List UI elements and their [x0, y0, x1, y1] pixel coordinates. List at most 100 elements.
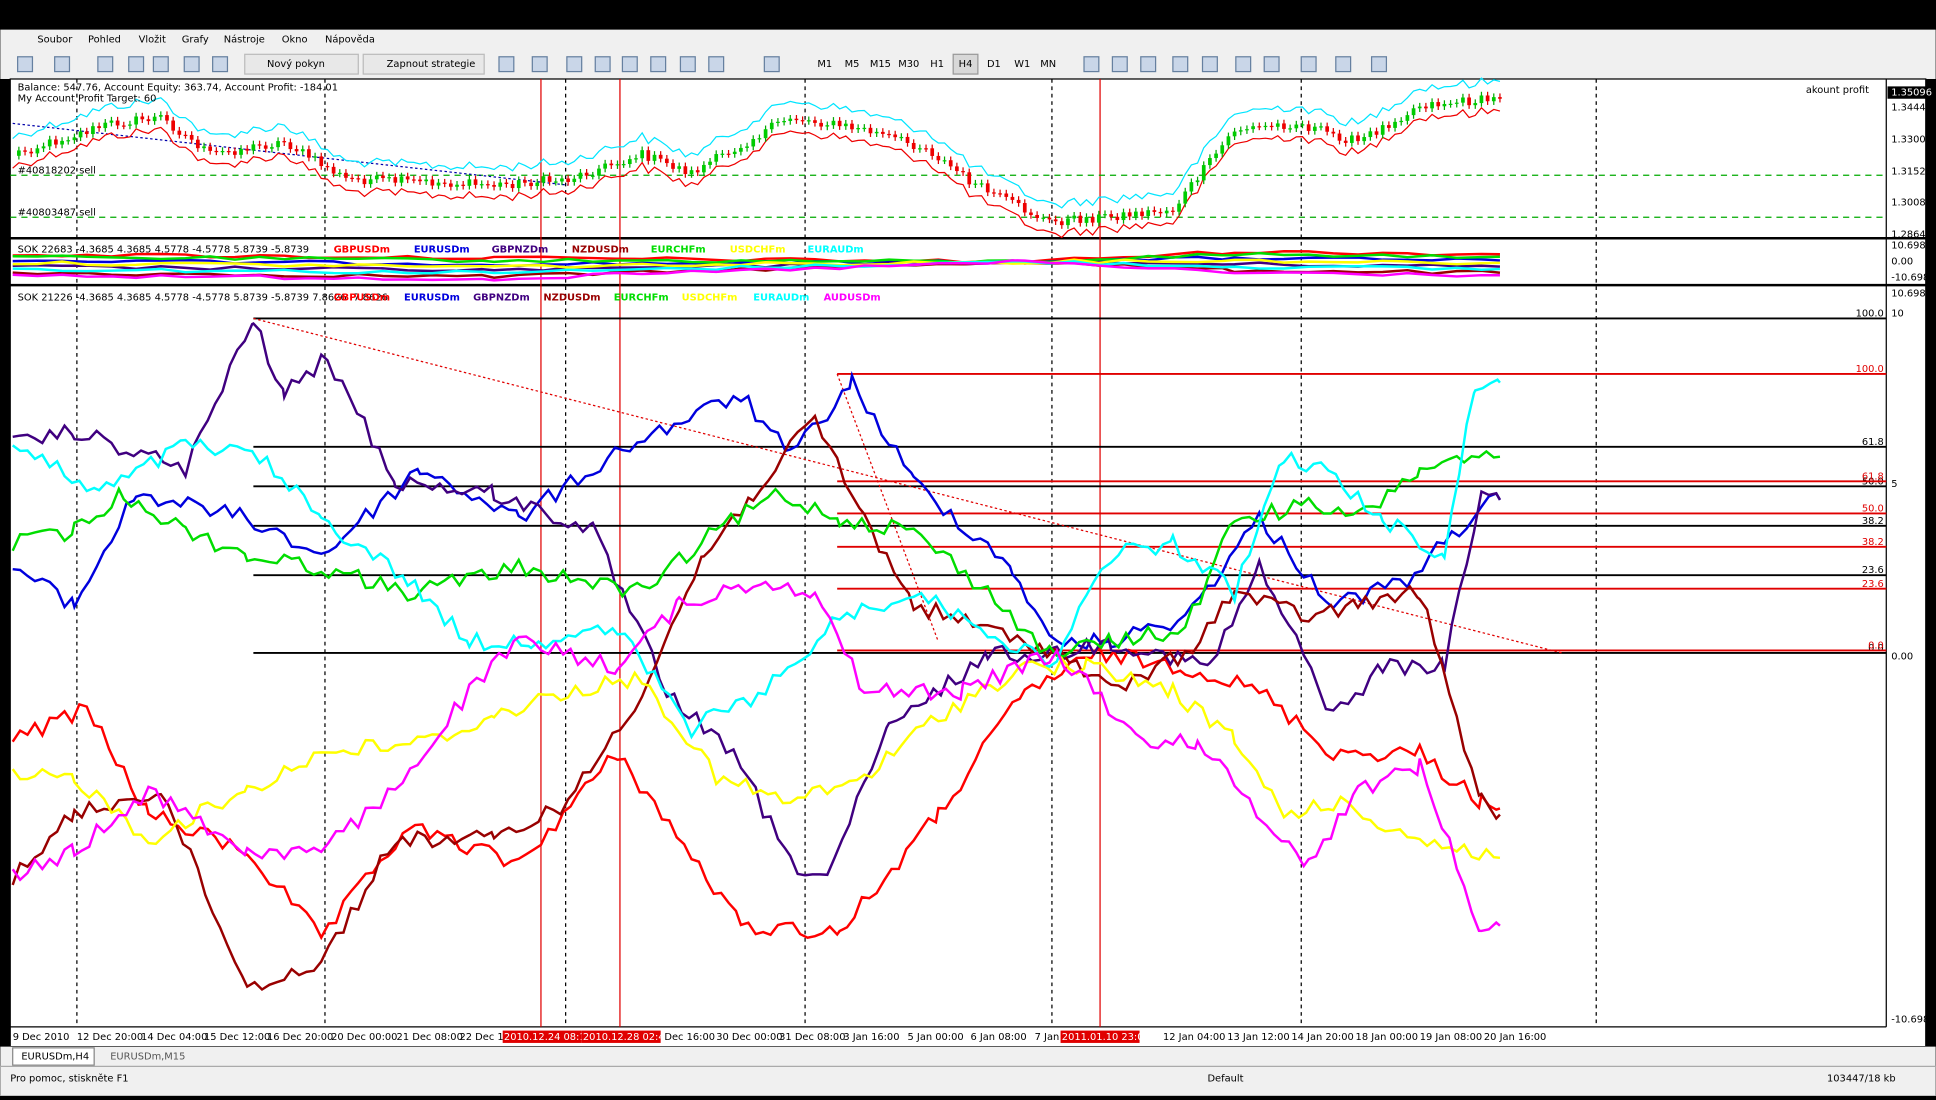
candle	[979, 183, 984, 185]
fib-label: 100.0	[1856, 364, 1884, 375]
toolbar-icon[interactable]	[152, 56, 169, 73]
candle	[1473, 103, 1478, 106]
candle	[325, 166, 330, 168]
toolbar-icon[interactable]	[1235, 56, 1252, 73]
candle	[226, 151, 231, 153]
toolbar-icon[interactable]	[1111, 56, 1128, 73]
time-label: 20 Dec 00:00	[331, 1032, 397, 1043]
toolbar-icon[interactable]	[97, 56, 114, 73]
menu-item[interactable]: Soubor	[37, 34, 73, 45]
toolbar-icon[interactable]	[54, 56, 71, 73]
toolbar-icon[interactable]	[531, 56, 548, 73]
menu-item[interactable]: Nápověda	[325, 33, 375, 45]
time-label: 9 Dec 2010	[13, 1032, 70, 1043]
button[interactable]	[244, 53, 359, 75]
toolbar-icon[interactable]	[594, 56, 611, 73]
timeframe[interactable]: H4	[959, 59, 973, 70]
candle	[739, 147, 743, 152]
ind2-axis: -10.698	[1891, 1014, 1929, 1025]
candle	[584, 172, 589, 176]
tab[interactable]	[12, 1047, 95, 1066]
menu-item[interactable]: Nástroje	[224, 33, 265, 45]
menu-item[interactable]: Okno	[282, 34, 308, 45]
info: My Account Profit Target: 60	[18, 94, 157, 105]
candle	[1004, 193, 1009, 197]
price-axis: 1.35096	[1891, 88, 1932, 99]
timeframe[interactable]: M30	[898, 59, 919, 70]
candle	[1208, 158, 1212, 166]
toolbar-icon[interactable]	[183, 56, 200, 73]
menu-item[interactable]: Grafy	[182, 34, 209, 45]
button-label[interactable]: Zapnout strategie	[387, 59, 476, 70]
candle	[1263, 125, 1268, 128]
candle	[189, 134, 194, 140]
candle	[356, 178, 361, 180]
candle	[97, 126, 101, 129]
tab-label[interactable]: EURUSDm,M15	[110, 1052, 185, 1063]
ind1-line	[12, 258, 1500, 269]
tab-label[interactable]: EURUSDm,H4	[21, 1052, 89, 1063]
timeframe[interactable]: M15	[870, 59, 891, 70]
toolbar-icon[interactable]	[566, 56, 583, 73]
toolbar-icon[interactable]	[498, 56, 515, 73]
toolbar-icon[interactable]	[708, 56, 725, 73]
candle	[418, 179, 422, 182]
candle	[1275, 123, 1280, 127]
candle	[806, 120, 811, 122]
candle	[1491, 97, 1496, 102]
candle	[344, 172, 348, 178]
candle	[615, 164, 620, 166]
toolbar-icon[interactable]	[1172, 56, 1189, 73]
toolbar-icon[interactable]	[1263, 56, 1280, 73]
candle	[621, 164, 626, 166]
candle	[1047, 217, 1052, 220]
candle	[233, 151, 237, 155]
candle	[936, 155, 941, 161]
toolbar-icon[interactable]	[1335, 56, 1352, 73]
toolbar-icon[interactable]	[212, 56, 229, 73]
toolbar-icon[interactable]	[1300, 56, 1317, 73]
toolbar-icon[interactable]	[17, 56, 34, 73]
ind1-line	[12, 259, 1500, 282]
menu-item[interactable]: Vložit	[139, 33, 166, 45]
candle	[411, 179, 416, 181]
toolbar-icon[interactable]	[1083, 56, 1100, 73]
candle	[726, 153, 731, 155]
candle	[362, 178, 367, 185]
timeframe[interactable]: H1	[930, 59, 944, 70]
menu-item[interactable]: Pohled	[88, 34, 121, 45]
toolbar-icon[interactable]	[679, 56, 696, 73]
candle	[405, 176, 410, 180]
candle	[776, 121, 780, 124]
time-label: 18 Jan 00:00	[1356, 1032, 1418, 1043]
toolbar-icon[interactable]	[1370, 56, 1388, 73]
toolbar-icon[interactable]	[650, 56, 667, 73]
candle	[541, 176, 546, 183]
button-label[interactable]: Nový pokyn	[267, 58, 325, 70]
time-label: 19 Jan 08:00	[1420, 1032, 1482, 1043]
timeframe[interactable]: M5	[845, 59, 860, 70]
ind1-currency: NZDUSDm	[572, 244, 629, 255]
time-tag	[1060, 1030, 1140, 1043]
candle	[140, 116, 145, 120]
timeframe[interactable]: MN	[1040, 59, 1056, 70]
toolbar-icon[interactable]	[128, 56, 145, 73]
candle	[23, 150, 27, 152]
timeframe[interactable]: D1	[987, 59, 1001, 70]
toolbar-icon[interactable]	[1140, 56, 1157, 73]
toolbar-icon[interactable]	[1201, 56, 1218, 73]
ind1-currency: EURCHFm	[651, 244, 706, 255]
candle	[1485, 95, 1490, 102]
candle	[1041, 217, 1046, 219]
timeframe[interactable]: W1	[1014, 59, 1030, 70]
candle	[702, 164, 706, 173]
timeframe[interactable]: M1	[817, 59, 832, 70]
toolbar-icon[interactable]	[621, 56, 638, 73]
button[interactable]	[362, 53, 485, 75]
tabs-bg	[0, 1046, 1936, 1067]
price-axis: 1.28640	[1891, 230, 1932, 241]
candle	[769, 122, 774, 130]
candle	[91, 126, 95, 135]
toolbar-icon[interactable]	[763, 56, 780, 73]
